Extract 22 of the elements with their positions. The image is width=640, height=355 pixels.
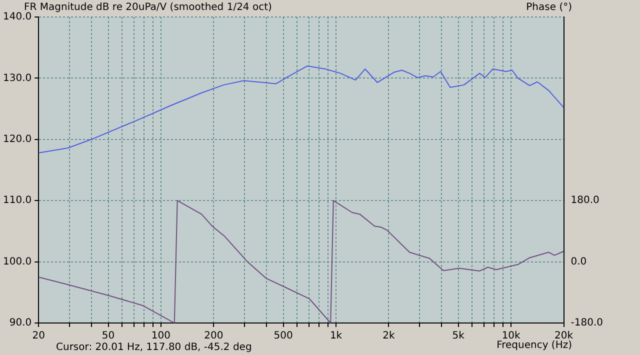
y-tick-label: 90.0: [9, 318, 32, 329]
x-tick-label: 20: [32, 330, 45, 342]
y-tick-label: 130.0: [2, 72, 32, 84]
x-tick-label: 10k: [502, 330, 521, 342]
x-tick-label: 100: [151, 330, 171, 342]
x-tick-label: 50: [102, 330, 115, 342]
x-tick-label: 500: [274, 330, 293, 342]
y2-tick-label: 180.0: [570, 195, 600, 206]
x-tick-label: 1k: [330, 330, 342, 342]
text: Cursor: 20.01 Hz, 117.80 dB, -45.2 deg: [56, 342, 252, 353]
y2-tick-label: -180.0: [570, 318, 604, 329]
y-tick-label: 120.0: [2, 134, 32, 145]
x-tick-label: 200: [204, 330, 224, 342]
y2-axis-title: Phase (°): [526, 2, 572, 13]
x-tick-label: 2k: [382, 330, 396, 342]
chart-title: FR Magnitude dB re 20uPa/V (smoothed 1/24 oct): [24, 2, 272, 13]
y-tick-label: 110.0: [2, 195, 32, 206]
y2-tick-label: 0.0: [570, 256, 587, 268]
y-tick-label: 100.0: [2, 256, 32, 268]
x-tick-label: 5k: [452, 330, 465, 342]
x-axis-title: Frequency (Hz): [496, 340, 572, 351]
y-tick-label: 140.0: [2, 12, 32, 23]
